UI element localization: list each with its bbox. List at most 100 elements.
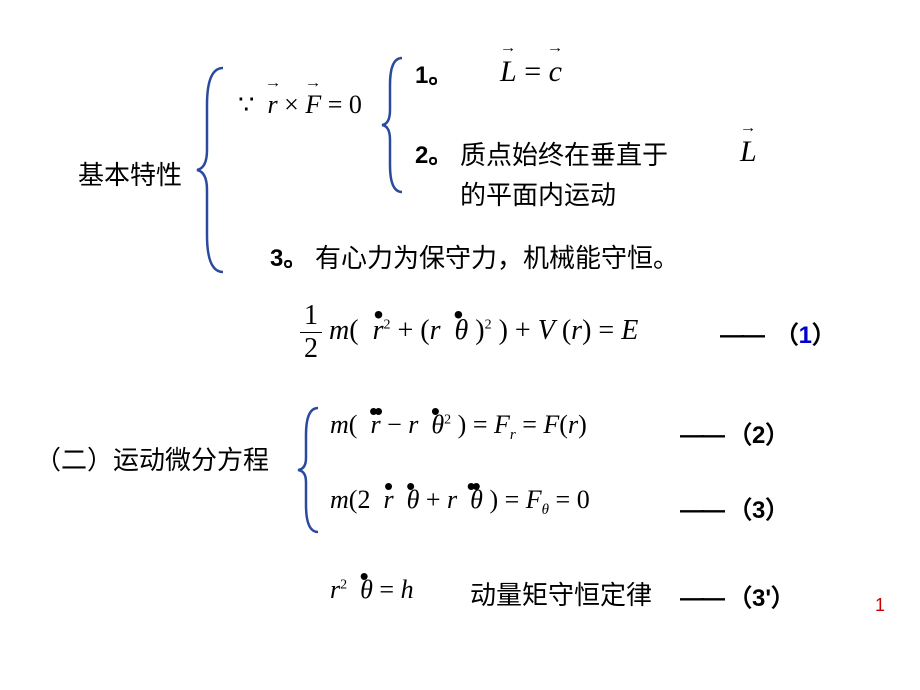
eqh-thdot: θ•: [354, 575, 373, 604]
eqh-thdot-dot: •: [360, 561, 369, 592]
eq2-lp: (: [349, 410, 358, 439]
energy-plus: + (: [397, 315, 429, 346]
eq3-thdot: θ•: [400, 485, 419, 514]
eq2-dash: ——: [680, 422, 722, 449]
eqh-sup: 2: [340, 577, 347, 592]
eq3-rdot-dot: •: [384, 471, 393, 502]
eq3-thddot-dots: ••: [467, 471, 477, 502]
eq2-F: F: [494, 410, 510, 439]
energy-r-sup: 2: [383, 318, 390, 333]
item-1-num: 1。: [415, 55, 452, 90]
eq2-rp2: ): [578, 410, 587, 439]
item-3-text: 有心力为保守力，机械能守恒。: [315, 238, 679, 275]
vec-L2: L: [740, 135, 757, 169]
eq3-thddot: θ••: [464, 485, 483, 514]
eq1-dash: ——: [720, 322, 762, 349]
energy-r3: r: [571, 315, 582, 346]
brace-mid-small: [380, 50, 410, 200]
eq2-minus: −: [387, 410, 408, 439]
eq2-label: （2）: [728, 422, 789, 449]
eq2-Fr: (: [559, 410, 568, 439]
eq2-rddot: r••: [364, 410, 381, 439]
eq3-lp: (2: [349, 485, 371, 514]
eqh-r: r: [330, 575, 340, 604]
rdot-dot: •: [374, 299, 384, 331]
energy-E: E: [621, 315, 638, 346]
heading-basic-props: 基本特性: [78, 155, 182, 192]
eq-because-rxF: ∵ r × F = 0: [238, 90, 362, 120]
eq1-num: 1: [799, 322, 812, 349]
eq2-eq2: =: [522, 410, 543, 439]
brace-left-large: [195, 60, 235, 280]
vec-r: r: [268, 90, 278, 120]
vec-L-alone: L: [740, 135, 757, 169]
item-2-text-b: 的平面内运动: [460, 175, 616, 212]
eq3-F: F: [526, 485, 542, 514]
vec-L1: L: [500, 55, 517, 89]
eq3-r2: r: [447, 485, 457, 514]
eq2-thdot: θ•: [425, 410, 444, 439]
eq3p-label: （3'）: [728, 585, 795, 612]
eq3-Fth-sub: θ: [542, 502, 549, 518]
eq3-m: m: [330, 485, 349, 514]
eq-sign-1: =: [524, 55, 548, 88]
item-2-text-a: 质点始终在垂直于: [460, 135, 668, 172]
eq2-r3: r: [568, 410, 578, 439]
rddot-dots: ••: [369, 396, 379, 427]
eq2-mark: —— （2）: [680, 415, 789, 450]
eq1-paren: （1）: [768, 322, 836, 349]
eq3-eq0: = 0: [556, 485, 590, 514]
eq2-thdot-dot: •: [431, 396, 440, 427]
energy-r2: r: [430, 315, 441, 346]
eq2-F2: F: [543, 410, 559, 439]
angular-momentum-law: 动量矩守恒定律: [470, 575, 652, 612]
item-2-num: 2。: [415, 135, 452, 170]
energy-rp2: ): [492, 315, 508, 346]
eq2-r2: r: [408, 410, 418, 439]
energy-rp1: ): [468, 315, 484, 346]
eq3-thdot-dot: •: [406, 471, 415, 502]
energy-vr: (: [555, 315, 571, 346]
n1dot: 。: [428, 62, 452, 89]
times: ×: [284, 90, 305, 119]
eq3-rdot: r•: [377, 485, 394, 514]
energy-sup2: 2: [485, 318, 492, 333]
energy-rp3: ) =: [582, 315, 621, 346]
n2dot: 。: [428, 142, 452, 169]
eq-h: r2 θ• = h: [330, 575, 414, 605]
eq-angular: m(2 r• θ• + r θ•• ) = Fθ = 0: [330, 485, 590, 519]
eq1-mark: —— （1）: [720, 315, 836, 350]
eq3-plus: +: [426, 485, 447, 514]
energy-m: m: [329, 315, 349, 346]
eqh-h: h: [401, 575, 414, 604]
vec-F: F: [305, 90, 321, 120]
eq2-m: m: [330, 410, 349, 439]
eq-energy: 1 2 m( r•2 + (r θ• )2 ) + V (r) = E: [300, 300, 638, 365]
n3: 3: [270, 245, 283, 272]
energy-lp1: (: [349, 315, 358, 346]
eq2-Fr-sub: r: [510, 427, 516, 443]
energy-rdot: r•: [366, 315, 384, 346]
energy-thdot: θ•: [448, 315, 469, 346]
eq-L-equals-c: L = c: [500, 55, 562, 89]
heading-diff-eq: （二）运动微分方程: [35, 440, 269, 477]
energy-plus2: +: [515, 315, 538, 346]
eq3p-dash: ——: [680, 585, 722, 612]
because-symbol: ∵: [238, 90, 255, 119]
frac-n: 1: [300, 300, 322, 333]
n2: 2: [415, 142, 428, 169]
eq2-rp: ) =: [458, 410, 494, 439]
brace-diff-eq: [296, 400, 326, 540]
eqh-eq: =: [379, 575, 400, 604]
eq-radial: m( r•• − r θ•2 ) = Fr = F(r): [330, 410, 587, 444]
n1: 1: [415, 62, 428, 89]
n3dot: 。: [283, 245, 307, 272]
thdot-dot: •: [454, 299, 464, 331]
vec-c: c: [549, 55, 562, 89]
energy-V: V: [538, 315, 555, 346]
eq-zero: = 0: [328, 90, 362, 119]
eq3-dash: ——: [680, 497, 722, 524]
frac-d: 2: [300, 333, 322, 365]
eq3-mark: —— （3）: [680, 490, 789, 525]
eq3-label: （3）: [728, 497, 789, 524]
